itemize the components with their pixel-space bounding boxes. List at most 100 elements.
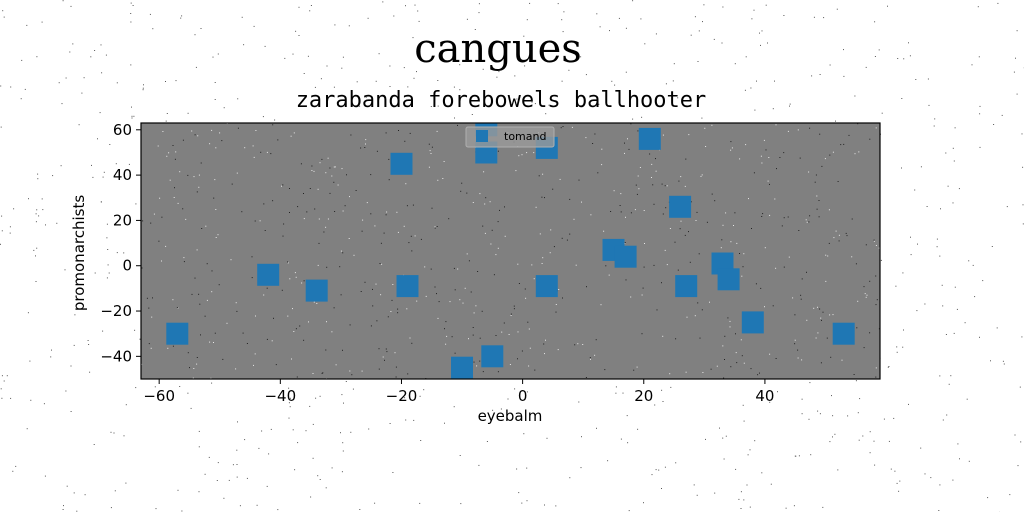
plot-speckle bbox=[688, 134, 690, 136]
scatter-point bbox=[741, 311, 764, 334]
plot-speckle bbox=[806, 319, 808, 321]
speckle bbox=[531, 101, 533, 103]
plot-speckle bbox=[443, 161, 445, 162]
plot-speckle bbox=[528, 328, 530, 330]
speckle bbox=[115, 163, 117, 165]
plot-speckle bbox=[686, 316, 688, 318]
speckle bbox=[749, 449, 751, 451]
plot-speckle bbox=[148, 343, 150, 345]
plot-speckle bbox=[303, 339, 305, 341]
plot-speckle bbox=[644, 243, 645, 244]
plot-speckle bbox=[322, 372, 324, 374]
speckle bbox=[56, 222, 58, 224]
speckle bbox=[545, 113, 547, 115]
speckle bbox=[92, 176, 94, 178]
plot-speckle bbox=[454, 352, 456, 354]
speckle bbox=[131, 106, 132, 108]
speckle bbox=[403, 67, 405, 69]
plot-speckle bbox=[385, 214, 387, 216]
speckle bbox=[742, 404, 744, 406]
plot-speckle bbox=[851, 256, 853, 258]
speckle bbox=[200, 28, 202, 29]
speckle bbox=[1014, 434, 1016, 436]
plot-speckle bbox=[569, 198, 571, 200]
plot-speckle bbox=[797, 349, 799, 351]
plot-speckle bbox=[630, 212, 632, 214]
speckle bbox=[770, 483, 772, 485]
plot-speckle bbox=[326, 266, 328, 268]
plot-speckle bbox=[376, 320, 378, 322]
speckle bbox=[309, 10, 311, 12]
plot-speckle bbox=[217, 234, 219, 236]
plot-speckle bbox=[558, 289, 560, 290]
plot-speckle bbox=[189, 367, 190, 369]
speckle bbox=[888, 440, 890, 442]
plot-speckle bbox=[378, 348, 380, 350]
plot-speckle bbox=[601, 164, 603, 166]
speckle bbox=[315, 397, 317, 399]
plot-speckle bbox=[476, 365, 478, 367]
scatter-point bbox=[535, 275, 558, 298]
speckle bbox=[70, 411, 72, 412]
speckle bbox=[611, 80, 613, 82]
plot-speckle bbox=[196, 363, 198, 365]
plot-speckle bbox=[541, 263, 543, 264]
scatter-point bbox=[451, 356, 473, 379]
plot-speckle bbox=[431, 207, 433, 209]
plot-speckle bbox=[743, 253, 745, 255]
speckle bbox=[459, 64, 461, 66]
speckle bbox=[609, 30, 610, 32]
plot-speckle bbox=[293, 132, 295, 134]
plot-speckle bbox=[768, 157, 770, 158]
speckle bbox=[305, 430, 307, 432]
plot-speckle bbox=[840, 144, 842, 146]
plot-speckle bbox=[736, 242, 738, 244]
plot-speckle bbox=[690, 201, 692, 203]
plot-speckle bbox=[641, 333, 643, 335]
plot-speckle bbox=[816, 195, 818, 197]
plot-speckle bbox=[296, 376, 298, 378]
plot-speckle bbox=[797, 129, 799, 131]
speckle bbox=[823, 17, 825, 19]
plot-speckle bbox=[518, 155, 520, 157]
plot-speckle bbox=[695, 220, 697, 221]
plot-speckle bbox=[592, 143, 594, 144]
speckle bbox=[977, 6, 979, 8]
plot-speckle bbox=[526, 152, 528, 154]
plot-speckle bbox=[702, 372, 704, 373]
speckle bbox=[24, 88, 26, 90]
speckle bbox=[114, 490, 116, 492]
plot-speckle bbox=[808, 221, 810, 223]
speckle bbox=[204, 473, 206, 475]
plot-speckle bbox=[414, 235, 416, 237]
plot-speckle bbox=[822, 311, 824, 313]
plot-speckle bbox=[875, 304, 877, 306]
speckle bbox=[722, 6, 724, 8]
speckle bbox=[915, 79, 917, 80]
scatter-point bbox=[638, 127, 661, 150]
speckle bbox=[1021, 336, 1023, 338]
plot-speckle bbox=[769, 183, 770, 185]
speckle bbox=[413, 77, 415, 79]
plot-speckle bbox=[424, 266, 426, 268]
speckle bbox=[474, 29, 476, 30]
plot-frame bbox=[140, 122, 881, 380]
plot-speckle bbox=[698, 253, 700, 255]
plot-speckle bbox=[641, 294, 643, 296]
plot-speckle bbox=[294, 272, 296, 274]
plot-speckle bbox=[706, 221, 708, 223]
plot-speckle bbox=[571, 126, 573, 128]
speckle bbox=[496, 76, 498, 78]
speckle bbox=[123, 252, 125, 254]
plot-speckle bbox=[806, 221, 808, 223]
speckle bbox=[968, 460, 970, 462]
plot-speckle bbox=[628, 148, 630, 150]
plot-speckle bbox=[504, 235, 506, 237]
speckle bbox=[342, 450, 344, 452]
plot-speckle bbox=[829, 314, 831, 316]
x-axis-ticks: −60 −40 −20 0 20 40 bbox=[143, 379, 774, 405]
speckle bbox=[957, 443, 959, 445]
plot-speckle bbox=[473, 361, 475, 363]
plot-speckle bbox=[404, 140, 406, 142]
plot-speckle bbox=[442, 178, 444, 179]
